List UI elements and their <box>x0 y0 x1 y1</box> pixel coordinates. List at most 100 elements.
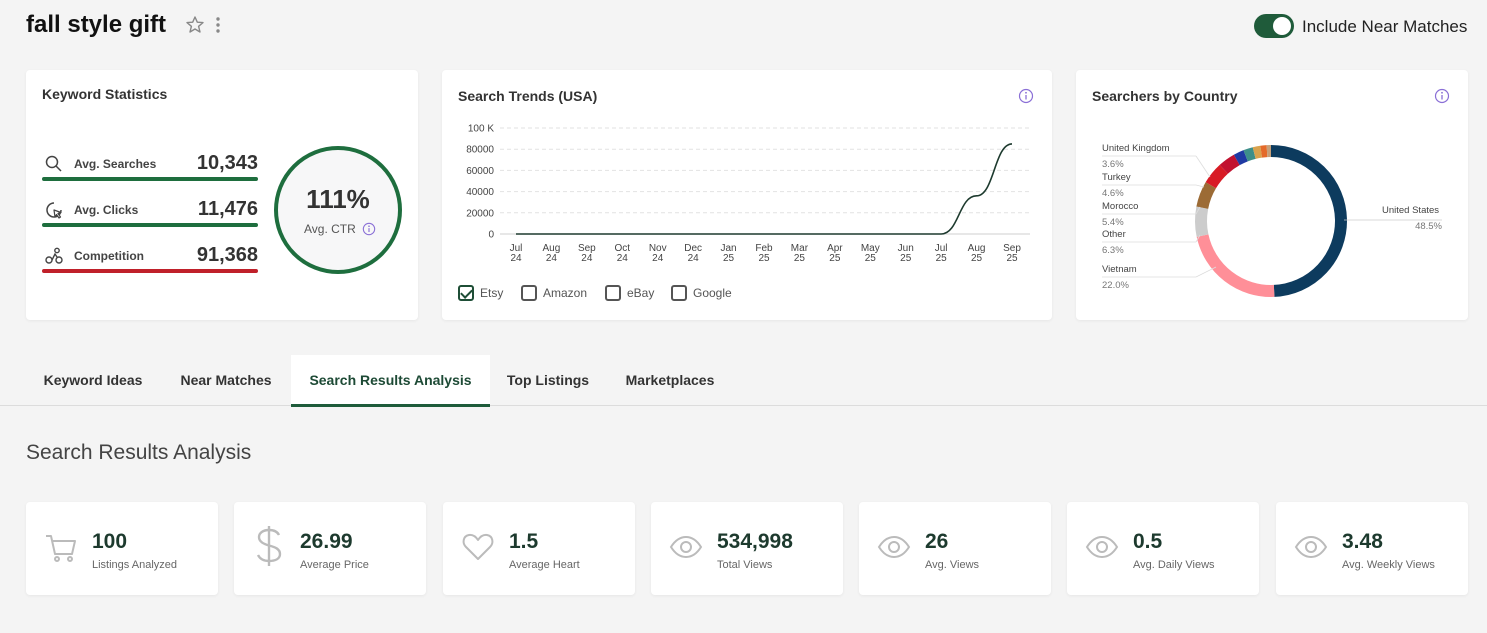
metric-card-average-heart: 1.5 Average Heart <box>443 502 635 595</box>
info-icon[interactable] <box>1018 88 1034 104</box>
pie-slice-hit <box>1261 151 1267 152</box>
x-tick-label: Mar <box>791 243 809 254</box>
x-tick-label: Sep <box>578 243 596 254</box>
search-trends-card <box>442 70 1052 320</box>
searchers-by-country-card <box>1076 70 1468 320</box>
pie-percent: 4.6% <box>1102 188 1124 199</box>
x-tick-label: 24 <box>581 253 593 264</box>
more-options-icon[interactable] <box>212 14 224 36</box>
metric-card-listings-analyzed: 100 Listings Analyzed <box>26 502 218 595</box>
x-tick-label: Jul <box>510 243 523 254</box>
pie-leader-line <box>1195 234 1201 243</box>
x-tick-label: May <box>861 243 880 254</box>
searchers-by-country-title: Searchers by Country <box>1092 88 1238 104</box>
checkbox-box[interactable] <box>458 285 474 301</box>
tab-top-listings[interactable]: Top Listings <box>506 372 590 388</box>
search-trends-title: Search Trends (USA) <box>458 88 598 104</box>
pie-label: United States <box>1382 205 1439 216</box>
metric-value: 100 <box>92 530 128 553</box>
metric-card-avg-views: 26 Avg. Views <box>859 502 1051 595</box>
metric-label: Total Views <box>717 559 773 571</box>
section-title: Search Results Analysis <box>26 441 252 464</box>
pie-slice-hit <box>1224 160 1237 169</box>
x-tick-label: Nov <box>649 243 667 254</box>
x-tick-label: 25 <box>758 253 770 264</box>
x-tick-label: Feb <box>755 243 773 254</box>
competition-icon <box>45 247 63 264</box>
metric-card-avg-daily-views: 0.5 Avg. Daily Views <box>1067 502 1259 595</box>
metric-value: 534,998 <box>717 530 793 553</box>
info-icon[interactable] <box>1434 88 1450 104</box>
pie-leader-line <box>1195 206 1201 215</box>
pie-label: Vietnam <box>1102 264 1137 275</box>
metric-card-total-views: 534,998 Total Views <box>651 502 843 595</box>
eye-icon <box>669 535 703 559</box>
tab-keyword-ideas[interactable]: Keyword Ideas <box>43 372 143 388</box>
searchers-by-country-chart: United States 48.5% Vietnam 22.0% Other 6.3% M… <box>1102 143 1443 297</box>
metric-label: Average Heart <box>509 559 580 571</box>
y-tick-label: 0 <box>488 230 494 241</box>
star-icon[interactable] <box>185 15 205 35</box>
metric-label: Avg. Daily Views <box>1133 559 1215 571</box>
series-line <box>515 143 1013 235</box>
pie-percent: 22.0% <box>1102 280 1129 291</box>
metric-value: 26.99 <box>300 530 353 553</box>
checkbox-label: Etsy <box>480 286 504 300</box>
heart-icon <box>462 533 494 560</box>
pie-slice <box>1270 145 1347 297</box>
pie-label: Morocco <box>1102 201 1138 212</box>
metric-card-avg-weekly-views: 3.48 Avg. Weekly Views <box>1276 502 1468 595</box>
checkbox-label: eBay <box>627 286 655 300</box>
checkbox-google[interactable]: Google <box>671 284 741 302</box>
x-tick-label: Aug <box>968 243 986 254</box>
checkbox-etsy[interactable]: Etsy <box>458 284 518 302</box>
toggle-label: Include Near Matches <box>1302 17 1468 36</box>
pie-slice <box>1195 206 1209 237</box>
checkbox-box[interactable] <box>605 285 621 301</box>
y-tick-label: 20000 <box>466 208 494 219</box>
x-tick-label: Jan <box>721 243 737 254</box>
pie-percent: 6.3% <box>1102 245 1124 256</box>
stat-bar <box>42 269 258 273</box>
stat-competition: Competition 91,368 <box>42 244 258 273</box>
search-icon <box>45 155 62 172</box>
stat-value: 10,343 <box>196 152 258 174</box>
pie-slice-hit <box>1271 151 1341 291</box>
x-tick-label: 25 <box>723 253 735 264</box>
metric-value: 26 <box>925 530 949 553</box>
pie-label: Turkey <box>1102 172 1131 183</box>
tab-marketplaces[interactable]: Marketplaces <box>625 372 715 388</box>
pie-slice <box>1233 150 1248 166</box>
include-near-matches-toggle[interactable] <box>1254 14 1294 38</box>
x-tick-label: 25 <box>1006 253 1018 264</box>
metric-label: Listings Analyzed <box>92 559 177 571</box>
x-tick-label: 24 <box>546 253 558 264</box>
keyword-statistics-title: Keyword Statistics <box>42 86 168 102</box>
metric-value: 1.5 <box>509 530 539 553</box>
stat-avg-searches: Avg. Searches 10,343 <box>42 152 258 181</box>
stat-label: Avg. Searches <box>74 157 157 171</box>
pie-slice-hit <box>1202 185 1211 207</box>
metric-label: Average Price <box>300 559 369 571</box>
checkbox-label: Amazon <box>543 286 588 300</box>
info-icon[interactable] <box>362 222 376 236</box>
checkbox-box[interactable] <box>521 285 537 301</box>
tab-near-matches[interactable]: Near Matches <box>180 372 272 388</box>
x-tick-label: Sep <box>1003 243 1021 254</box>
x-tick-label: 24 <box>688 253 700 264</box>
stat-value: 11,476 <box>197 198 258 220</box>
checkbox-label: Google <box>693 286 732 300</box>
tab-search-results-analysis[interactable]: Search Results Analysis <box>291 355 490 407</box>
pie-leader-line <box>1195 266 1217 278</box>
metric-label: Avg. Views <box>925 559 980 571</box>
checkbox-amazon[interactable]: Amazon <box>521 284 601 302</box>
y-tick-label: 60000 <box>466 166 494 177</box>
metric-value: 0.5 <box>1133 530 1163 553</box>
pie-slice-hit <box>1211 169 1224 185</box>
checkbox-box[interactable] <box>671 285 687 301</box>
checkbox-ebay[interactable]: eBay <box>605 284 665 302</box>
metric-label: Avg. Weekly Views <box>1342 559 1435 571</box>
x-tick-label: 25 <box>829 253 841 264</box>
pie-slice <box>1252 145 1263 159</box>
x-tick-label: Oct <box>615 243 631 254</box>
